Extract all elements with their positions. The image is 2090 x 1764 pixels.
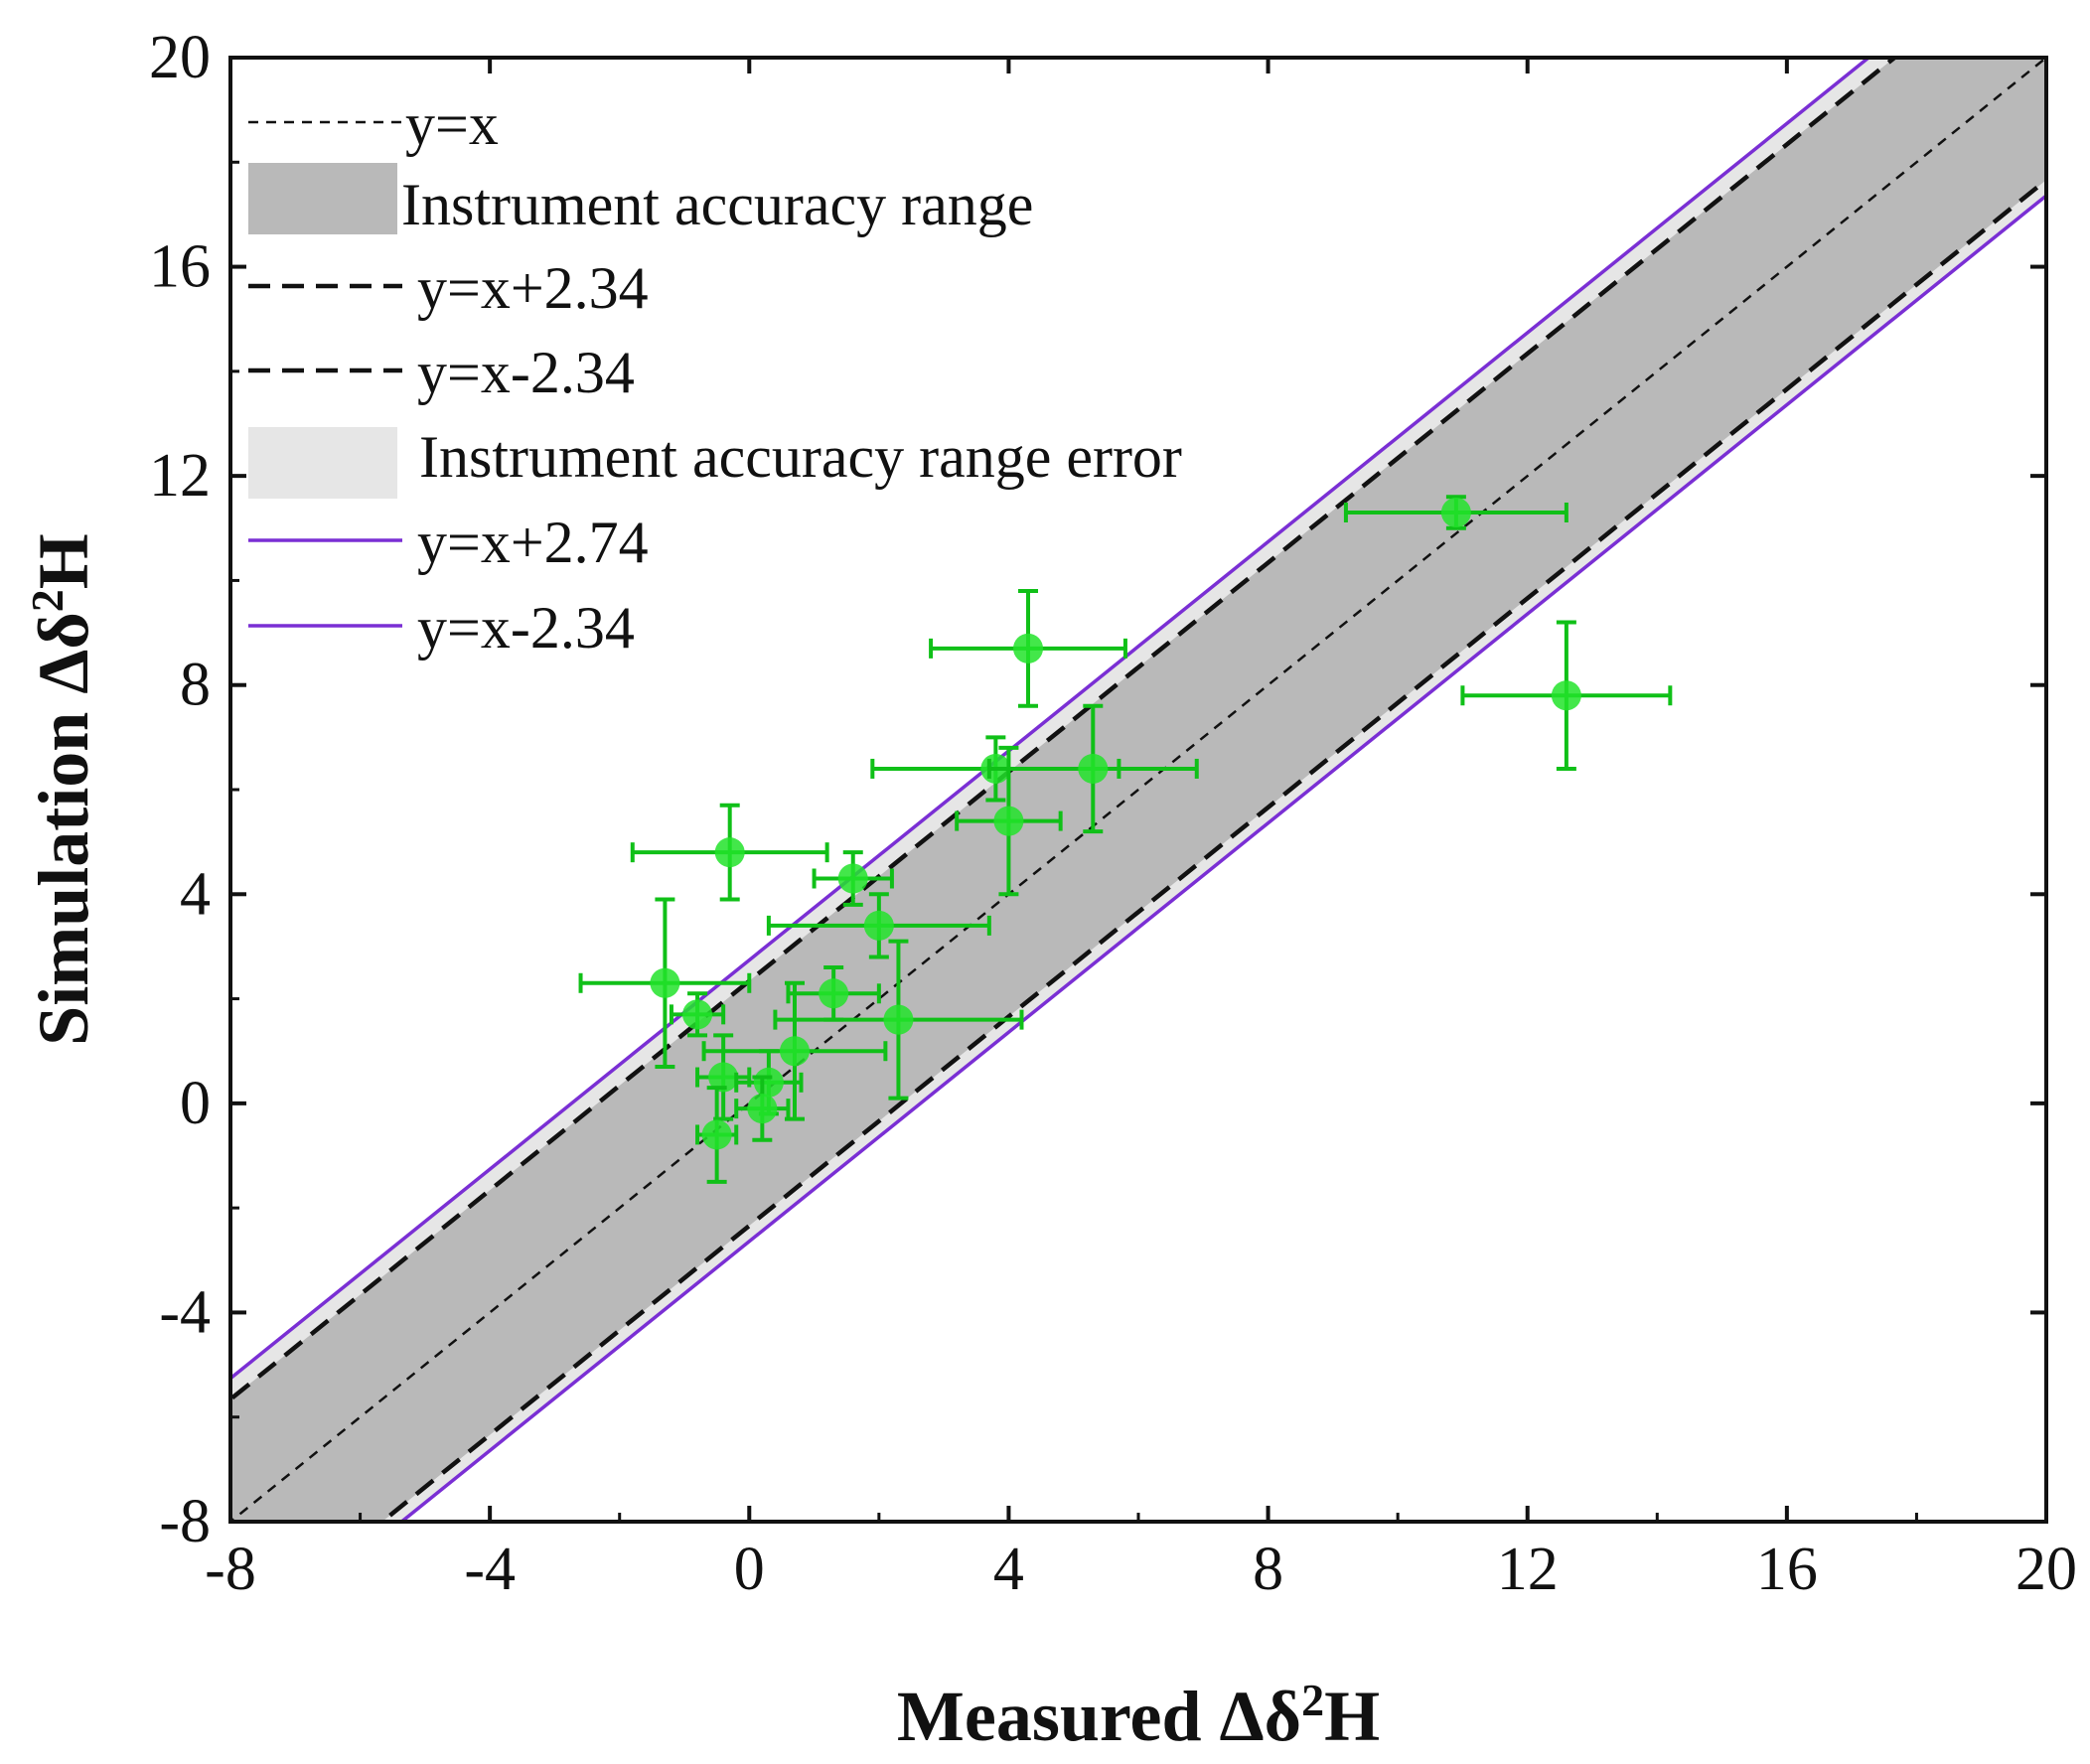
y-tick-label: 4 xyxy=(180,860,211,928)
data-marker xyxy=(819,978,849,1009)
data-marker xyxy=(708,1062,739,1093)
data-point xyxy=(669,991,726,1038)
accuracy-bands xyxy=(230,58,2046,1522)
data-point xyxy=(1460,620,1673,771)
y-axis-title-main: Simulation Δδ xyxy=(24,612,103,1046)
data-point xyxy=(986,703,1199,834)
x-tick-label: 0 xyxy=(734,1536,765,1603)
data-point xyxy=(695,1086,739,1184)
x-tick-label: 4 xyxy=(993,1536,1024,1603)
data-marker xyxy=(1551,680,1581,711)
data-point xyxy=(929,588,1127,708)
legend-item: y=x+2.34 xyxy=(248,255,649,321)
line-y-equals-x xyxy=(230,58,2046,1522)
x-axis-title-main: Measured Δδ xyxy=(897,1677,1301,1756)
data-point xyxy=(701,980,888,1121)
data-point xyxy=(630,803,829,902)
x-tick-label: 12 xyxy=(1497,1536,1559,1603)
x-tick-label: 20 xyxy=(2015,1536,2077,1603)
data-point xyxy=(773,939,1024,1101)
line-y-equals-x-plus-2-34 xyxy=(230,58,1898,1402)
x-tick-label: -8 xyxy=(205,1536,256,1603)
y-axis-title-sup: 2 xyxy=(22,589,73,612)
y-tick-label: 0 xyxy=(180,1070,211,1137)
data-point xyxy=(786,964,881,1022)
data-marker xyxy=(714,837,745,868)
data-marker xyxy=(747,1094,778,1124)
data-marker xyxy=(837,863,868,894)
x-tick-label: 16 xyxy=(1756,1536,1818,1603)
data-marker xyxy=(753,1067,784,1098)
plot-area xyxy=(230,58,2046,1522)
y-tick-label: 8 xyxy=(180,652,211,719)
legend-label: y=x xyxy=(405,91,499,157)
x-axis-title-sup: 2 xyxy=(1301,1675,1324,1725)
data-marker xyxy=(779,1036,810,1067)
legend-swatch-band-light xyxy=(248,427,397,499)
data-points xyxy=(578,495,1673,1184)
data-marker xyxy=(682,999,713,1030)
y-tick-label: 20 xyxy=(149,24,211,91)
y-axis-title-tail: H xyxy=(24,533,103,589)
data-marker xyxy=(1440,497,1471,527)
legend-item: y=x-2.34 xyxy=(248,595,635,661)
line-y-equals-x-plus-2-74 xyxy=(230,58,1871,1382)
data-marker xyxy=(650,967,680,998)
legend-label: Instrument accuracy range xyxy=(401,172,1033,237)
data-point xyxy=(1343,495,1568,530)
legend-label: y=x+2.34 xyxy=(417,255,649,321)
y-tick-label: 16 xyxy=(149,233,211,301)
x-axis-title-tail: H xyxy=(1324,1677,1380,1756)
data-point xyxy=(955,745,1063,897)
data-point xyxy=(812,850,894,907)
x-tick-label: -4 xyxy=(464,1536,516,1603)
legend-item: Instrument accuracy range error xyxy=(248,424,1182,499)
data-marker xyxy=(701,1119,732,1150)
line-y-equals-x-minus-2-34 xyxy=(378,177,2046,1522)
data-marker xyxy=(1013,633,1044,663)
data-marker xyxy=(993,806,1024,836)
data-point xyxy=(734,1075,791,1142)
legend-label: y=x+2.74 xyxy=(417,510,649,575)
data-marker xyxy=(883,1004,914,1035)
y-tick-label: 12 xyxy=(149,442,211,510)
x-tick-label: 8 xyxy=(1253,1536,1283,1603)
legend: y=x Instrument accuracy range y=x+2.34 y=x-… xyxy=(248,91,1182,661)
axis-tick-labels: -8 -4 0 4 8 12 16 20 -8 -4 0 4 8 12 16 20 xyxy=(149,24,2077,1603)
data-marker xyxy=(1078,753,1109,784)
legend-item: Instrument accuracy range xyxy=(248,163,1033,237)
reference-lines xyxy=(230,58,2046,1522)
legend-swatch-band-dark xyxy=(248,163,397,234)
legend-item: y=x+2.74 xyxy=(248,510,649,575)
axis-ticks xyxy=(228,56,2048,1524)
x-axis-title: Measured Δδ2H xyxy=(897,1675,1380,1757)
legend-label: y=x-2.34 xyxy=(417,340,635,405)
line-y-equals-x-minus-2-34-purple xyxy=(398,193,2046,1522)
legend-item: y=x-2.34 xyxy=(248,340,635,405)
data-point xyxy=(766,892,991,959)
legend-label: y=x-2.34 xyxy=(417,595,635,661)
y-axis-title: Simulation Δδ2H xyxy=(22,533,104,1046)
y-tick-label: -8 xyxy=(159,1488,211,1555)
y-tick-label: -4 xyxy=(159,1278,211,1346)
legend-item: y=x xyxy=(248,91,499,157)
data-marker xyxy=(863,910,894,941)
data-point xyxy=(578,897,752,1070)
legend-label: Instrument accuracy range error xyxy=(419,424,1182,490)
